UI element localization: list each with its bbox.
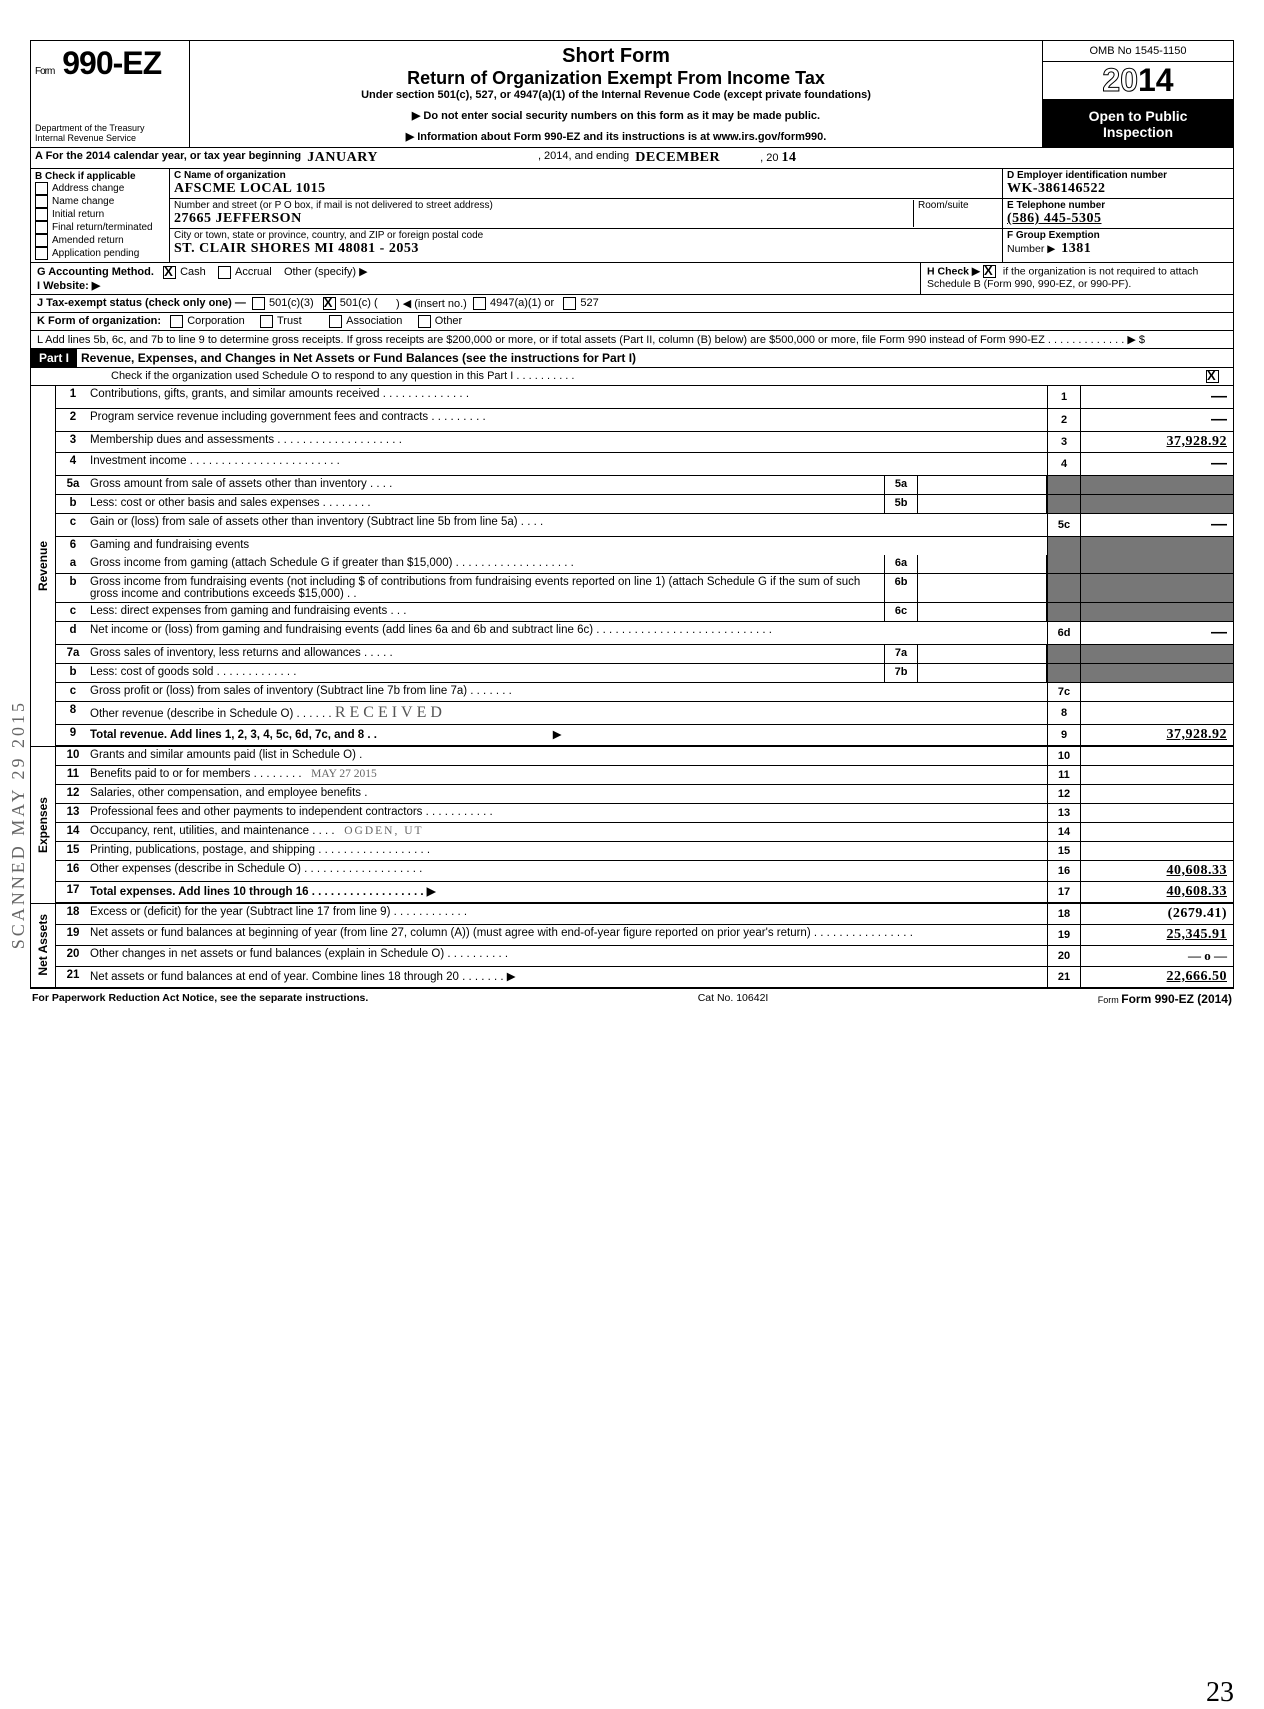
cb-final-return[interactable] <box>35 221 48 234</box>
scanned-stamp: SCANNED MAY 29 2015 <box>8 700 29 949</box>
cb-address-change[interactable] <box>35 182 48 195</box>
form-number: Form 990-EZ <box>35 45 185 82</box>
subtitle: Under section 501(c), 527, or 4947(a)(1)… <box>198 89 1034 101</box>
org-name: AFSCME LOCAL 1015 <box>174 181 998 197</box>
cb-501c3[interactable] <box>252 297 265 310</box>
l6d-amt: — <box>1211 624 1227 641</box>
cb-initial-return[interactable] <box>35 208 48 221</box>
part-1-header: Part I Revenue, Expenses, and Changes in… <box>30 349 1234 368</box>
cb-trust[interactable] <box>260 315 273 328</box>
cb-cash[interactable] <box>163 266 176 279</box>
l1-amt: — <box>1211 388 1227 405</box>
form-header: Form 990-EZ Department of the Treasury I… <box>30 40 1234 148</box>
l16-amt: 40,608.33 <box>1167 863 1228 878</box>
row-g-h: G Accounting Method. Cash Accrual Other … <box>30 263 1234 295</box>
open-inspection: Open to Public Inspection <box>1043 100 1233 147</box>
identity-block: B Check if applicable Address change Nam… <box>30 169 1234 263</box>
part-1-check: Check if the organization used Schedule … <box>30 368 1234 386</box>
col-b-checkboxes: B Check if applicable Address change Nam… <box>31 169 170 262</box>
date-stamp: MAY 27 2015 <box>311 768 377 780</box>
title-return: Return of Organization Exempt From Incom… <box>198 68 1034 89</box>
omb-number: OMB No 1545-1150 <box>1043 41 1233 62</box>
phone: (586) 445-5305 <box>1007 211 1229 227</box>
ogden-stamp: OGDEN, UT <box>344 825 423 837</box>
l4-amt: — <box>1211 455 1227 472</box>
tax-year: 2014 <box>1043 62 1233 100</box>
cb-accrual[interactable] <box>218 266 231 279</box>
row-a-tax-year: A For the 2014 calendar year, or tax yea… <box>30 148 1234 169</box>
cb-schedule-o[interactable] <box>1206 370 1219 383</box>
received-stamp: RECEIVED <box>335 704 446 721</box>
l2-amt: — <box>1211 411 1227 428</box>
cb-527[interactable] <box>563 297 576 310</box>
cb-other-org[interactable] <box>418 315 431 328</box>
col-c-org-info: C Name of organization AFSCME LOCAL 1015… <box>170 169 1003 262</box>
cb-amended-return[interactable] <box>35 234 48 247</box>
cb-501c[interactable] <box>323 297 336 310</box>
group-exemption: 1381 <box>1061 241 1091 256</box>
l5c-amt: — <box>1211 516 1227 533</box>
ein: WK-386146522 <box>1007 181 1229 197</box>
l3-amt: 37,928.92 <box>1167 434 1228 449</box>
cb-association[interactable] <box>329 315 342 328</box>
cb-schedule-b[interactable] <box>983 265 996 278</box>
footer: For Paperwork Reduction Act Notice, see … <box>30 988 1234 1009</box>
col-d-e-f: D Employer identification number WK-3861… <box>1003 169 1233 262</box>
l9-amt: 37,928.92 <box>1167 727 1228 742</box>
page-number: 23 <box>1206 1677 1234 1709</box>
l18-amt: (2679.41) <box>1168 906 1227 921</box>
l19-amt: 25,345.91 <box>1167 927 1228 942</box>
org-address: 27665 JEFFERSON <box>174 211 913 227</box>
row-k-org-form: K Form of organization: Corporation Trus… <box>30 313 1234 331</box>
row-j-tax-status: J Tax-exempt status (check only one) — 5… <box>30 295 1234 313</box>
revenue-section: Revenue 1Contributions, gifts, grants, a… <box>30 386 1234 746</box>
cb-4947a1[interactable] <box>473 297 486 310</box>
cb-name-change[interactable] <box>35 195 48 208</box>
dept-treasury: Department of the Treasury Internal Reve… <box>35 123 185 143</box>
org-city: ST. CLAIR SHORES MI 48081 - 2053 <box>174 241 998 257</box>
title-short-form: Short Form <box>198 45 1034 68</box>
row-l-gross-receipts: L Add lines 5b, 6c, and 7b to line 9 to … <box>30 331 1234 349</box>
cb-corporation[interactable] <box>170 315 183 328</box>
expenses-section: Expenses 10Grants and similar amounts pa… <box>30 746 1234 903</box>
net-assets-section: Net Assets 18Excess or (deficit) for the… <box>30 903 1234 988</box>
warn-ssn: ▶ Do not enter social security numbers o… <box>198 109 1034 122</box>
l17-amt: 40,608.33 <box>1167 884 1228 899</box>
l20-amt: — o — <box>1188 948 1227 963</box>
warn-info: ▶ Information about Form 990-EZ and its … <box>198 130 1034 143</box>
l21-amt: 22,666.50 <box>1167 969 1228 984</box>
cb-application-pending[interactable] <box>35 247 48 260</box>
form-990ez: Form 990-EZ Department of the Treasury I… <box>30 40 1234 1009</box>
